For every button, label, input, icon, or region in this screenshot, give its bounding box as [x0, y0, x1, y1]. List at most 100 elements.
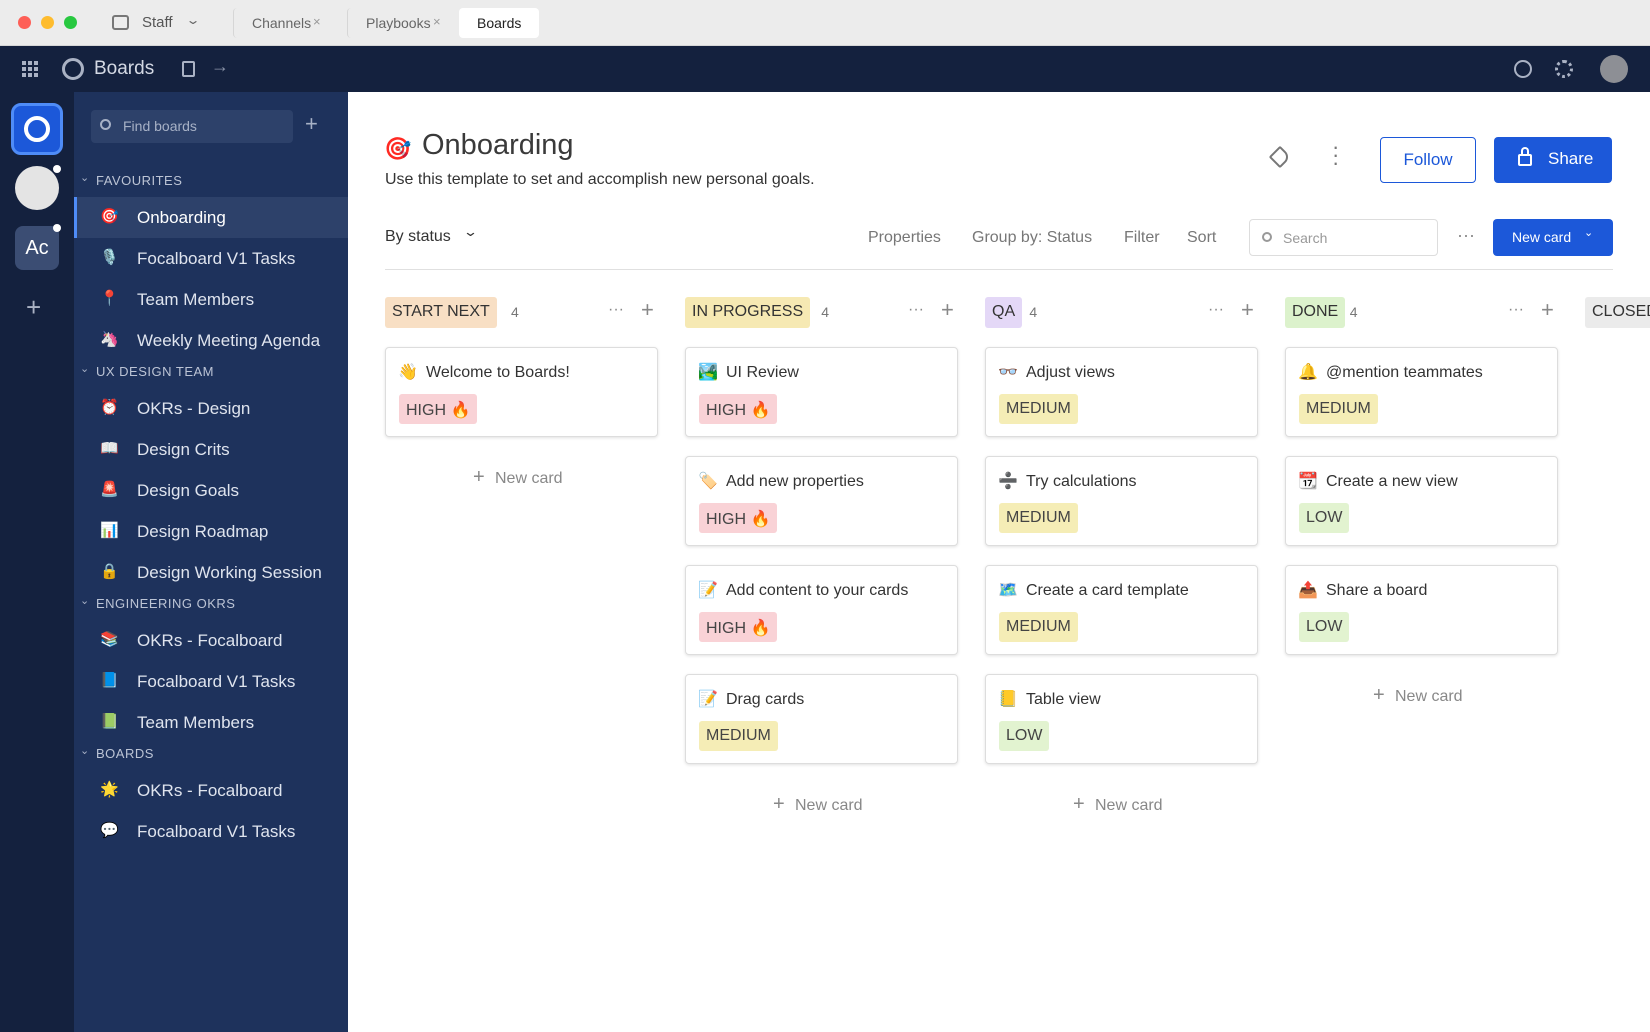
- sidebar-item[interactable]: OKRs - Design: [137, 399, 251, 418]
- arrow-icon[interactable]: →: [211, 56, 229, 76]
- column-more[interactable]: ···: [608, 301, 624, 318]
- card[interactable]: 📤 Share a board LOW: [1285, 565, 1558, 655]
- toolbar-button[interactable]: Filter: [1124, 229, 1160, 246]
- add-card-icon[interactable]: +: [1073, 793, 1085, 815]
- column-header[interactable]: IN PROGRESS: [685, 297, 811, 328]
- sidebar-item[interactable]: Focalboard V1 Tasks: [137, 249, 296, 268]
- sidebar-item[interactable]: Design Goals: [137, 481, 240, 500]
- column-more[interactable]: ···: [1508, 301, 1524, 318]
- add-team[interactable]: +: [26, 292, 42, 322]
- team-icon[interactable]: Ac: [15, 226, 59, 270]
- card[interactable]: 📒 Table view LOW: [985, 674, 1258, 764]
- sidebar-item[interactable]: OKRs - Focalboard: [137, 781, 283, 800]
- grid-dot: [28, 61, 32, 65]
- card-title: Add new properties: [726, 473, 864, 490]
- toolbar-button[interactable]: Sort: [1187, 229, 1217, 246]
- toolbar-button[interactable]: Properties: [868, 229, 941, 246]
- tab[interactable]: Boards: [459, 8, 540, 38]
- column-add[interactable]: +: [641, 297, 654, 322]
- new-card-button[interactable]: New card: [1493, 219, 1613, 256]
- column-count: 4: [821, 304, 829, 320]
- follow-button[interactable]: Follow: [1380, 137, 1476, 183]
- priority-tag: HIGH 🔥: [399, 394, 478, 424]
- column-add[interactable]: +: [1541, 297, 1554, 322]
- card-title: Welcome to Boards!: [426, 364, 570, 381]
- share-button[interactable]: Share: [1494, 137, 1612, 183]
- board-title[interactable]: Onboarding: [422, 129, 574, 161]
- column-add[interactable]: +: [941, 297, 954, 322]
- section-chevron: ⌄: [80, 363, 90, 375]
- settings-icon[interactable]: [1555, 60, 1573, 78]
- section-title[interactable]: ENGINEERING OKRS: [96, 596, 236, 611]
- team-icon[interactable]: [15, 166, 59, 210]
- team-tab-icon: [112, 15, 129, 30]
- board-search[interactable]: Search: [1249, 219, 1438, 256]
- card[interactable]: 🏞️ UI Review HIGH 🔥: [685, 347, 958, 437]
- card[interactable]: ➗ Try calculations MEDIUM: [985, 456, 1258, 546]
- section-title[interactable]: UX DESIGN TEAM: [96, 364, 215, 379]
- tab-close[interactable]: ×: [313, 14, 321, 29]
- card[interactable]: 📝 Drag cards MEDIUM: [685, 674, 958, 764]
- product-menu[interactable]: [22, 61, 38, 77]
- help-icon[interactable]: [1514, 60, 1532, 78]
- column-header[interactable]: START NEXT: [385, 297, 497, 328]
- card[interactable]: 👋 Welcome to Boards! HIGH 🔥: [385, 347, 658, 437]
- add-card-icon[interactable]: +: [1373, 684, 1385, 706]
- pin-icon[interactable]: [1268, 145, 1292, 169]
- add-card-icon[interactable]: +: [773, 793, 785, 815]
- toolbar-more[interactable]: ···: [1457, 225, 1475, 245]
- item-icon: 📍: [100, 290, 119, 307]
- column-header[interactable]: CLOSED: [1585, 297, 1650, 328]
- view-selector[interactable]: By status: [385, 228, 451, 245]
- sidebar-item[interactable]: Focalboard V1 Tasks: [137, 822, 296, 841]
- item-icon: 📘: [100, 672, 119, 689]
- sidebar-item[interactable]: Design Working Session: [137, 563, 322, 582]
- team-tab[interactable]: Staff: [142, 14, 173, 31]
- card-title: Try calculations: [1026, 473, 1137, 490]
- column-add[interactable]: +: [1241, 297, 1254, 322]
- tab[interactable]: Channels: [233, 8, 329, 38]
- sidebar-item[interactable]: Design Roadmap: [137, 522, 269, 541]
- sidebar-item[interactable]: Team Members: [137, 713, 255, 732]
- add-board[interactable]: +: [305, 111, 318, 136]
- add-card[interactable]: New card: [1395, 688, 1463, 705]
- sidebar-item[interactable]: Weekly Meeting Agenda: [137, 331, 321, 350]
- tab-close[interactable]: ×: [433, 14, 441, 29]
- column-more[interactable]: ···: [1208, 301, 1224, 318]
- tab[interactable]: Playbooks: [347, 8, 449, 38]
- sidebar-item[interactable]: Focalboard V1 Tasks: [137, 672, 296, 691]
- item-icon: 🌟: [100, 781, 119, 798]
- add-card-icon[interactable]: +: [473, 466, 485, 488]
- active-item: [74, 197, 348, 238]
- section-title[interactable]: BOARDS: [96, 746, 154, 761]
- card-icon: ➗: [998, 473, 1018, 490]
- card[interactable]: 👓 Adjust views MEDIUM: [985, 347, 1258, 437]
- avatar[interactable]: [1600, 55, 1628, 83]
- column-header[interactable]: QA: [985, 297, 1023, 328]
- card[interactable]: 📆 Create a new view LOW: [1285, 456, 1558, 546]
- column-header[interactable]: DONE: [1285, 297, 1346, 328]
- card[interactable]: 🔔 @mention teammates MEDIUM: [1285, 347, 1558, 437]
- sidebar-item[interactable]: OKRs - Focalboard: [137, 631, 283, 650]
- card-title: @mention teammates: [1326, 364, 1483, 381]
- card[interactable]: 📝 Add content to your cards HIGH 🔥: [685, 565, 958, 655]
- window-button[interactable]: [41, 16, 54, 29]
- find-boards[interactable]: Find boards: [91, 110, 293, 143]
- sidebar-item[interactable]: Design Crits: [137, 440, 230, 459]
- board-description[interactable]: Use this template to set and accomplish …: [385, 171, 815, 188]
- section-title[interactable]: FAVOURITES: [96, 173, 183, 188]
- add-card[interactable]: New card: [495, 470, 563, 487]
- column-more[interactable]: ···: [908, 301, 924, 318]
- sidebar-item[interactable]: Onboarding: [137, 208, 226, 227]
- card[interactable]: 🏷️ Add new properties HIGH 🔥: [685, 456, 958, 546]
- sidebar-item[interactable]: Team Members: [137, 290, 255, 309]
- toolbar-button[interactable]: Group by: Status: [972, 229, 1093, 246]
- window-button[interactable]: [18, 16, 31, 29]
- more-icon[interactable]: · · ·: [1332, 134, 1340, 175]
- window-button[interactable]: [64, 16, 77, 29]
- doc-icon[interactable]: [182, 61, 195, 77]
- add-card[interactable]: New card: [795, 797, 863, 814]
- card[interactable]: 🗺️ Create a card template MEDIUM: [985, 565, 1258, 655]
- add-card[interactable]: New card: [1095, 797, 1163, 814]
- column-count: 4: [1349, 304, 1358, 320]
